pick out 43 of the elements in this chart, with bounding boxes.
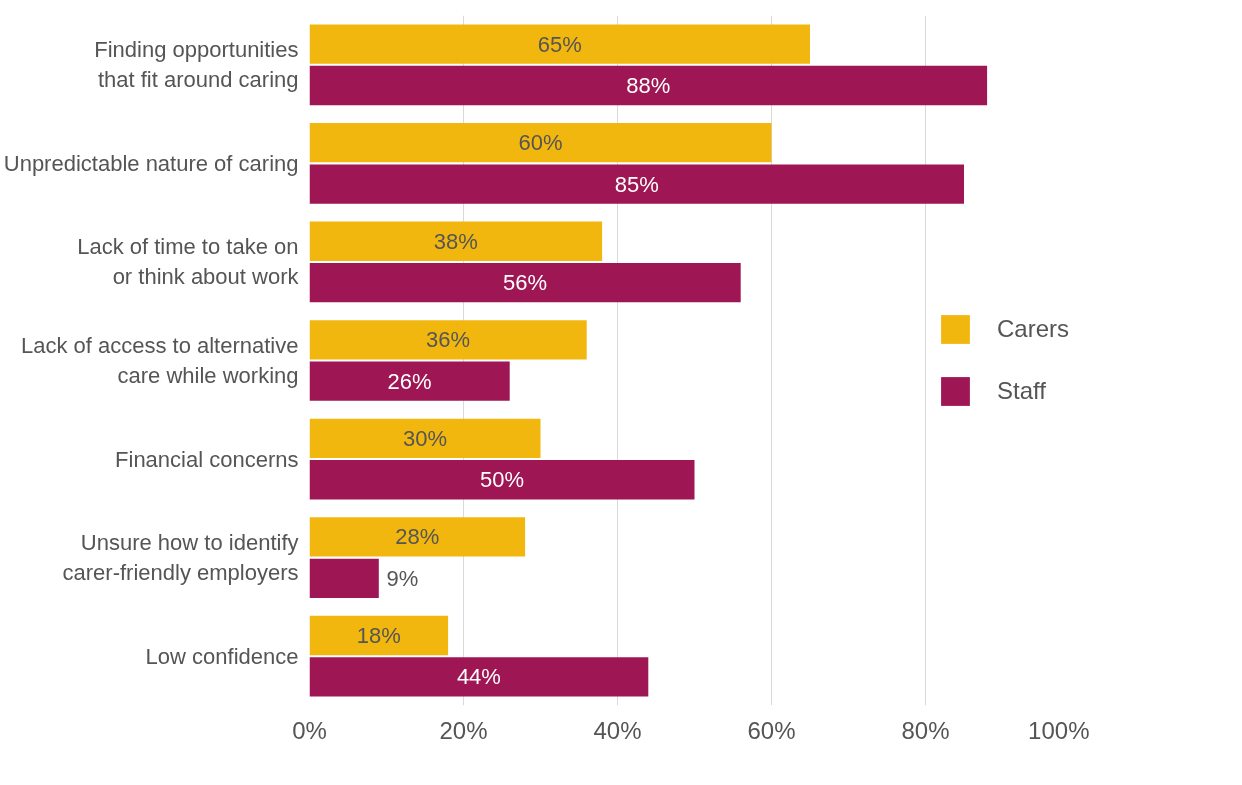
data-label: 44% (456, 664, 501, 690)
data-label: 38% (433, 228, 478, 254)
y-tick-label: Finding opportunities that fit around caring (94, 37, 299, 93)
y-tick-label: Lack of time to take on or think about work (77, 234, 300, 290)
data-label: 26% (387, 368, 432, 394)
x-tick-label: 80% (901, 716, 950, 744)
data-label: 60% (518, 130, 563, 156)
bar (309, 615, 449, 656)
data-label: 56% (503, 270, 548, 296)
y-tick-label: Lack of access to alternative care while working (20, 333, 299, 388)
y-tick-label: Unsure how to identify carer-friendly employers (62, 530, 299, 586)
legend-label: Carers (996, 315, 1069, 343)
bar (309, 361, 510, 401)
bar (309, 657, 649, 697)
y-tick-label: Financial concerns (115, 446, 299, 472)
bar (309, 320, 587, 360)
bar (309, 221, 603, 261)
y-tick-label: Low confidence (145, 643, 299, 669)
data-label: 30% (402, 425, 448, 451)
data-label: 9% (386, 565, 419, 591)
x-tick-label: 40% (593, 716, 642, 744)
x-tick-label: 100% (1028, 716, 1090, 744)
y-tick-label: Unpredictable nature of caring (3, 150, 299, 176)
x-tick-label: 20% (439, 716, 488, 744)
bar (309, 460, 695, 500)
bar (309, 122, 772, 163)
bar (309, 558, 379, 599)
bar (309, 418, 541, 459)
data-label: 36% (426, 327, 471, 353)
x-tick-label: 0% (292, 716, 327, 744)
data-label: 88% (626, 72, 671, 98)
bar (309, 164, 964, 204)
bar (309, 65, 988, 106)
bar (309, 24, 810, 64)
data-label: 18% (356, 623, 401, 649)
data-label: 50% (479, 467, 525, 493)
legend-label: Staff (996, 377, 1046, 405)
data-label: 85% (614, 171, 659, 197)
bar (309, 262, 741, 303)
x-tick-label: 60% (747, 716, 796, 744)
data-label: 28% (395, 524, 440, 550)
data-label: 65% (537, 31, 582, 57)
bar (309, 517, 526, 557)
